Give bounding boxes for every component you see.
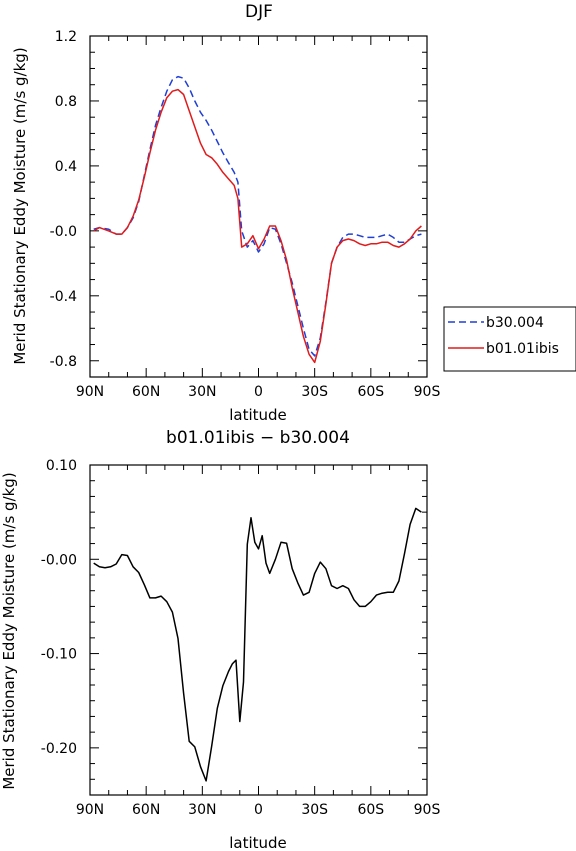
bottom-chart-ticks: 90N 60N 30N 0 30S 60S 90S 0.10 -0.00 -0.10 -0.20 (41, 458, 441, 818)
x-tick-label: 60S (357, 384, 384, 400)
legend-box (443, 306, 576, 372)
bottom-chart-frame (89, 464, 428, 796)
x-tick-label: 90N (76, 384, 104, 400)
bottom-chart: b01.01ibis − b30.004 latitude Merid Stat… (0, 428, 440, 851)
y-tick-label: 0.8 (55, 94, 77, 110)
bottom-chart-title: b01.01ibis − b30.004 (166, 428, 350, 448)
top-chart-y-axis-label: Merid Stationary Eddy Moisture (m/s g/kg… (11, 47, 29, 364)
x-tick-label: 0 (254, 384, 263, 400)
x-tick-label: 30N (188, 802, 216, 818)
x-tick-label: 30N (188, 384, 216, 400)
top-chart-legend: b30.004 b01.01ibis (443, 306, 576, 372)
top-chart-x-axis-label: latitude (229, 406, 287, 424)
y-tick-label: -0.00 (41, 552, 77, 568)
top-chart-ticks: 90N 60N 30N 0 30S 60S 90S 1.2 0.8 0.4 -0.0 -0.4 -0.8 (50, 29, 441, 400)
y-tick-label: 0.4 (55, 159, 77, 175)
x-tick-label: 30S (301, 802, 328, 818)
series-line-b01.01ibis (93, 88, 422, 364)
y-tick-label: 0.10 (46, 458, 77, 474)
x-tick-label: 60N (132, 802, 160, 818)
series-line (93, 507, 422, 782)
y-tick-label: -0.20 (41, 741, 77, 757)
series-line-b30.004 (93, 75, 422, 357)
legend-label-b01.01ibis: b01.01ibis (486, 341, 559, 357)
x-tick-label: 60N (132, 384, 160, 400)
y-tick-label: -0.4 (50, 289, 77, 305)
top-chart-series (93, 75, 422, 364)
bottom-chart-x-axis-label: latitude (229, 834, 287, 851)
top-chart-title: DJF (245, 2, 273, 22)
y-tick-label: 1.2 (55, 29, 77, 45)
y-tick-label: -0.8 (50, 354, 77, 370)
y-tick-label: -0.10 (41, 647, 77, 663)
x-tick-label: 0 (254, 802, 263, 818)
y-tick-label: -0.0 (50, 224, 77, 240)
x-tick-label: 30S (301, 384, 328, 400)
legend-label-b30.004: b30.004 (486, 315, 544, 331)
bottom-chart-series (93, 507, 422, 782)
x-tick-label: 90S (414, 802, 441, 818)
bottom-chart-y-axis-label: Merid Stationary Eddy Moisture (m/s g/kg… (0, 472, 18, 789)
x-tick-label: 90S (414, 384, 441, 400)
top-chart: DJF latitude Merid Stationary Eddy Moist… (11, 2, 576, 424)
top-chart-frame (89, 35, 428, 378)
x-tick-label: 90N (76, 802, 104, 818)
x-tick-label: 60S (357, 802, 384, 818)
